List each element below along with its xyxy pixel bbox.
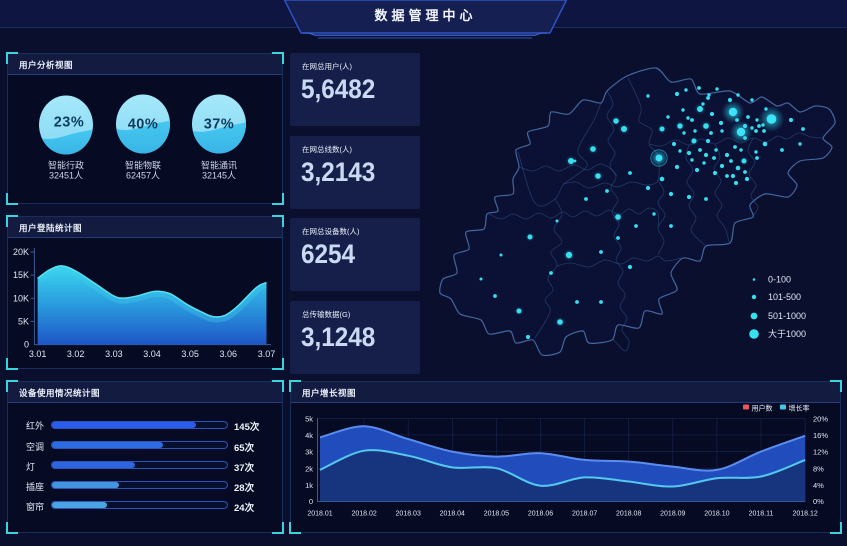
svg-text:2k: 2k: [305, 464, 313, 473]
svg-text:8%: 8%: [813, 464, 824, 473]
svg-text:3.03: 3.03: [105, 349, 123, 359]
svg-text:16%: 16%: [813, 431, 828, 440]
svg-text:智能行政: 智能行政: [48, 160, 84, 171]
svg-text:32451人: 32451人: [49, 170, 83, 180]
svg-text:23%: 23%: [54, 115, 85, 131]
svg-text:5K: 5K: [18, 316, 29, 326]
svg-text:5k: 5k: [305, 415, 313, 424]
svg-text:501-1000: 501-1000: [768, 311, 806, 321]
svg-text:3.05: 3.05: [181, 349, 199, 359]
svg-text:3.04: 3.04: [143, 349, 161, 359]
svg-text:62457人: 62457人: [126, 170, 160, 180]
svg-text:3.02: 3.02: [67, 349, 85, 359]
svg-text:2018.12: 2018.12: [792, 511, 817, 518]
svg-text:10K: 10K: [13, 293, 29, 303]
svg-text:101-500: 101-500: [768, 292, 801, 302]
svg-text:智能通讯: 智能通讯: [201, 160, 237, 171]
svg-text:20K: 20K: [13, 247, 29, 257]
svg-text:0%: 0%: [813, 497, 824, 506]
svg-text:增长率: 增长率: [789, 404, 810, 413]
svg-text:4%: 4%: [813, 481, 824, 490]
svg-text:2018.04: 2018.04: [440, 511, 465, 518]
svg-text:12%: 12%: [813, 448, 828, 457]
svg-text:用户数: 用户数: [752, 404, 773, 413]
svg-text:2018.02: 2018.02: [351, 511, 376, 518]
svg-text:20%: 20%: [813, 415, 828, 424]
svg-text:0-100: 0-100: [768, 275, 791, 285]
svg-text:2018.09: 2018.09: [660, 511, 685, 518]
svg-text:2018.05: 2018.05: [484, 511, 509, 518]
svg-text:2018.03: 2018.03: [396, 511, 421, 518]
svg-text:15K: 15K: [13, 270, 29, 280]
svg-text:4k: 4k: [305, 431, 313, 440]
svg-text:40%: 40%: [128, 117, 159, 133]
svg-text:1k: 1k: [305, 481, 313, 490]
svg-text:2018.01: 2018.01: [307, 511, 332, 518]
svg-text:3.07: 3.07: [258, 349, 276, 359]
svg-text:2018.06: 2018.06: [528, 511, 553, 518]
svg-text:3.01: 3.01: [29, 349, 47, 359]
svg-text:32145人: 32145人: [202, 170, 236, 180]
svg-text:智能物联: 智能物联: [125, 160, 161, 171]
svg-text:0: 0: [309, 497, 313, 506]
svg-text:3k: 3k: [305, 448, 313, 457]
svg-text:2018.11: 2018.11: [749, 511, 774, 518]
svg-text:3.06: 3.06: [220, 349, 238, 359]
svg-text:0: 0: [24, 340, 29, 350]
svg-text:大于1000: 大于1000: [768, 328, 806, 339]
svg-text:2018.10: 2018.10: [704, 511, 729, 518]
svg-text:2018.08: 2018.08: [616, 511, 641, 518]
svg-text:2018.07: 2018.07: [572, 511, 597, 518]
svg-text:37%: 37%: [204, 117, 235, 133]
